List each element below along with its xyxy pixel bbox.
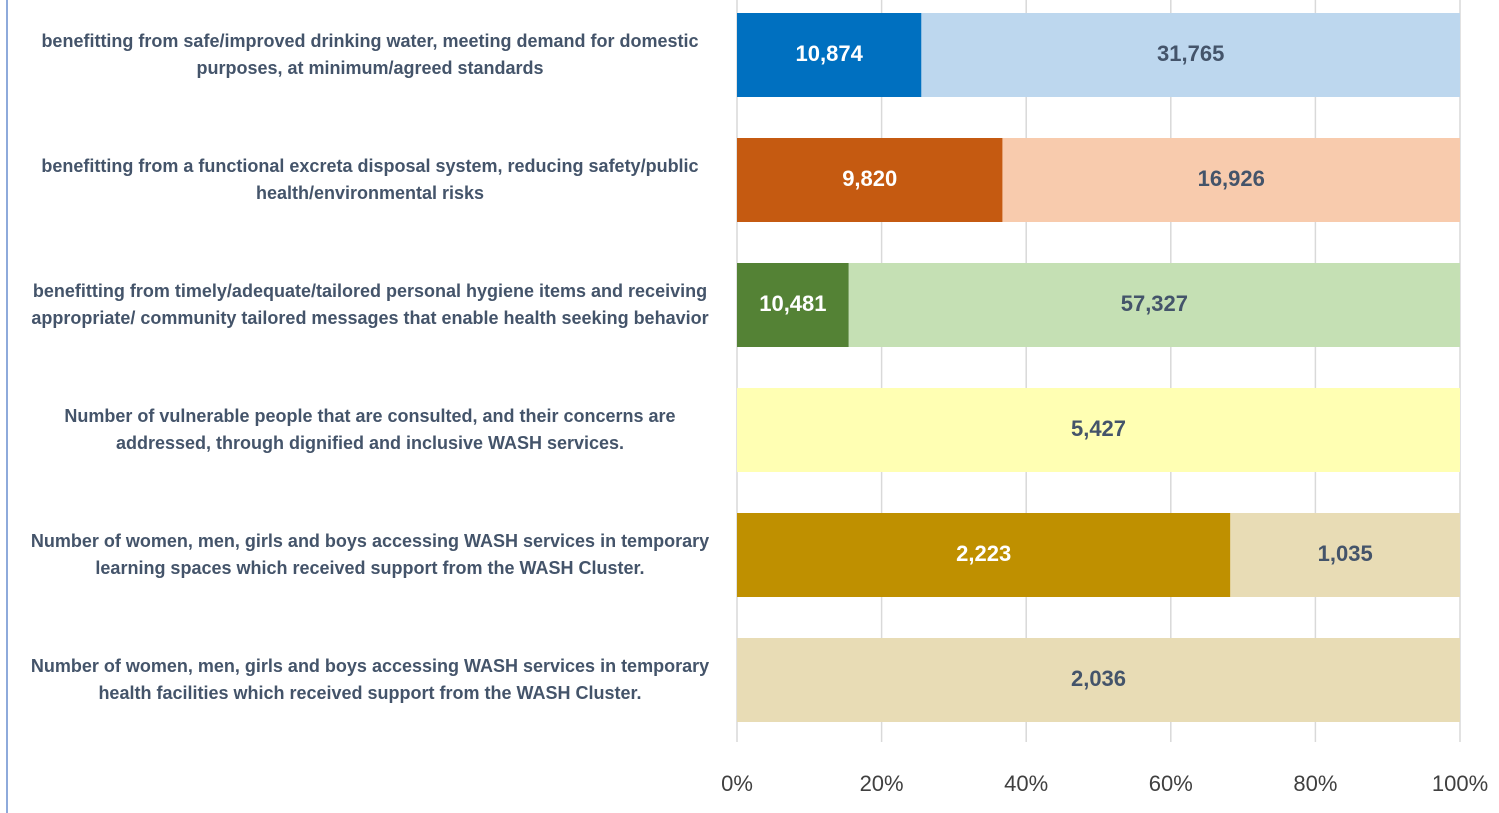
x-tick-label: 20%	[860, 771, 904, 796]
data-label: 2,223	[956, 541, 1011, 566]
bar-segment	[737, 388, 1460, 472]
category-label: benefitting from timely/adequate/tailore…	[31, 281, 709, 328]
bar-segment	[737, 263, 849, 347]
data-label: 1,035	[1318, 541, 1373, 566]
x-tick-label: 100%	[1432, 771, 1488, 796]
bar-segment	[737, 138, 1003, 222]
bar-segment	[921, 13, 1460, 97]
x-tick-label: 80%	[1293, 771, 1337, 796]
category-label: benefitting from safe/improved drinking …	[41, 31, 699, 78]
data-label: 16,926	[1198, 166, 1265, 191]
data-label: 10,481	[759, 291, 826, 316]
bar-segment	[1002, 138, 1460, 222]
data-label: 10,874	[796, 41, 864, 66]
bar-segment	[737, 13, 922, 97]
data-label: 9,820	[842, 166, 897, 191]
category-label: Number of vulnerable people that are con…	[64, 406, 676, 453]
category-label: Number of women, men, girls and boys acc…	[30, 656, 710, 703]
data-label: 2,036	[1071, 666, 1126, 691]
x-tick-label: 0%	[721, 771, 753, 796]
category-label: Number of women, men, girls and boys acc…	[30, 531, 710, 578]
data-label: 5,427	[1071, 416, 1126, 441]
bar-segment	[737, 638, 1460, 722]
category-label: benefitting from a functional excreta di…	[41, 156, 699, 203]
bar-segment	[1230, 513, 1460, 597]
bar-segment	[848, 263, 1460, 347]
data-label: 57,327	[1121, 291, 1188, 316]
x-tick-label: 60%	[1149, 771, 1193, 796]
data-label: 31,765	[1157, 41, 1224, 66]
x-tick-label: 40%	[1004, 771, 1048, 796]
bar-segment	[737, 513, 1231, 597]
